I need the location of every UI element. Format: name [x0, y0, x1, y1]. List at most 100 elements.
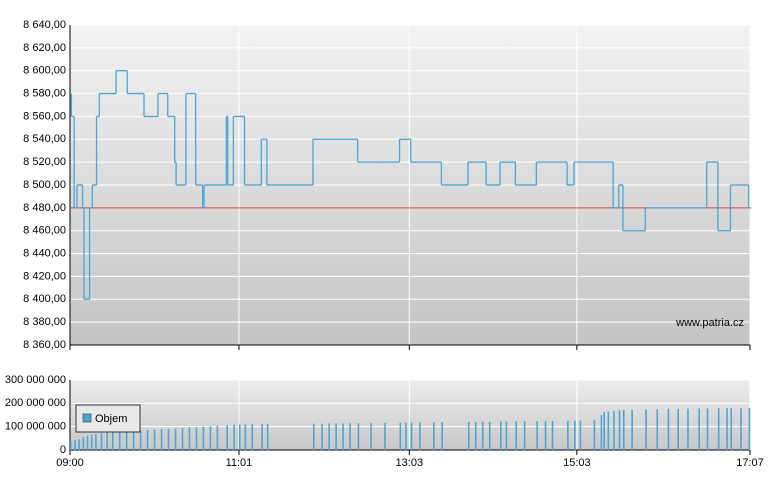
volume-bar	[618, 410, 621, 450]
volume-bar	[125, 430, 128, 450]
volume-bar	[613, 410, 615, 450]
volume-bar	[593, 420, 596, 450]
volume-bar	[419, 422, 421, 450]
volume-bar	[600, 415, 603, 450]
volume-bar	[656, 409, 659, 450]
volume-bar	[226, 425, 228, 450]
volume-bar	[90, 434, 93, 450]
volume-bar	[328, 423, 330, 450]
y-tick-label: 200 000 000	[5, 397, 66, 409]
volume-bar	[677, 408, 679, 450]
volume-bar	[95, 434, 97, 450]
volume-bar	[441, 422, 444, 450]
legend-swatch	[82, 413, 92, 423]
volume-bar	[370, 423, 372, 450]
volume-bar	[86, 435, 89, 450]
y-tick-label: 8 420,00	[23, 270, 66, 282]
volume-bar	[730, 408, 733, 450]
volume-bar	[515, 421, 518, 450]
volume-bar	[667, 408, 670, 450]
volume-bar	[645, 409, 647, 450]
legend-label: Objem	[95, 413, 127, 425]
volume-bar	[266, 423, 269, 450]
volume-bar	[100, 433, 103, 450]
volume-bar	[261, 423, 263, 450]
volume-bar	[216, 425, 219, 450]
volume-bar	[70, 440, 72, 450]
y-tick-label: 0	[60, 444, 66, 456]
y-tick-label: 8 560,00	[23, 110, 66, 122]
volume-bar	[574, 420, 576, 450]
volume-bar	[505, 421, 508, 450]
y-tick-label: 300 000 000	[5, 374, 66, 386]
volume-bar	[399, 422, 402, 450]
y-tick-label: 8 620,00	[23, 42, 66, 54]
y-tick-label: 8 400,00	[23, 293, 66, 305]
volume-bar	[384, 422, 386, 450]
volume-bar	[244, 424, 247, 450]
volume-bar	[321, 423, 323, 450]
volume-bar	[717, 408, 720, 450]
x-tick-label: 15:03	[563, 457, 591, 469]
volume-bar	[74, 440, 76, 450]
volume-bar	[167, 429, 170, 450]
volume-bar	[603, 412, 605, 450]
volume-bar	[251, 424, 254, 450]
volume-bar	[146, 429, 149, 450]
volume-bar	[622, 409, 625, 450]
y-tick-label: 8 500,00	[23, 179, 66, 191]
x-tick-label: 17:07	[736, 457, 764, 469]
volume-bar	[349, 423, 351, 450]
volume-bar	[706, 408, 709, 450]
volume-bar	[433, 422, 435, 450]
volume-bar	[579, 420, 582, 450]
volume-bar	[132, 430, 135, 450]
volume-bar	[631, 409, 633, 450]
volume-bar	[139, 430, 142, 450]
x-tick-label: 13:03	[396, 457, 424, 469]
volume-bar	[106, 432, 108, 450]
volume-bar	[118, 431, 121, 450]
volume-bar	[233, 424, 235, 450]
volume-bar	[488, 421, 491, 450]
y-tick-label: 8 440,00	[23, 247, 66, 259]
volume-bar	[687, 408, 689, 450]
x-tick-label: 11:01	[226, 457, 253, 469]
volume-bar	[160, 429, 163, 450]
volume-bar	[523, 421, 526, 450]
volume-bar	[188, 427, 191, 450]
y-tick-label: 8 480,00	[23, 202, 66, 214]
volume-bar	[698, 408, 700, 450]
y-tick-label: 8 520,00	[23, 156, 66, 168]
volume-bar	[748, 408, 751, 450]
y-tick-label: 8 360,00	[23, 339, 66, 351]
x-tick-label: 09:00	[56, 457, 84, 469]
volume-bar	[405, 422, 407, 450]
volume-bar	[544, 421, 547, 450]
volume-bar	[342, 423, 344, 450]
volume-bar	[740, 408, 742, 450]
volume-bar	[357, 423, 360, 450]
volume-bar	[481, 421, 484, 450]
volume-bar	[238, 424, 241, 450]
volume-bar	[410, 422, 413, 450]
volume-bar	[474, 422, 477, 450]
y-tick-label: 8 580,00	[23, 87, 66, 99]
volume-bar	[335, 423, 337, 450]
volume-bar	[536, 421, 538, 450]
volume-bar	[607, 411, 610, 450]
volume-bar	[467, 422, 470, 450]
volume-bar	[195, 427, 198, 450]
volume-bar	[312, 423, 315, 450]
y-tick-label: 8 600,00	[23, 65, 66, 77]
volume-bar	[78, 439, 80, 450]
volume-bar	[551, 421, 554, 450]
plot-area	[70, 380, 750, 450]
volume-bar	[209, 426, 212, 450]
y-tick-label: 8 640,00	[23, 19, 66, 31]
volume-bar	[153, 429, 156, 450]
watermark: www.patria.cz	[675, 317, 744, 329]
volume-bar	[567, 420, 569, 450]
volume-bar	[174, 428, 177, 450]
